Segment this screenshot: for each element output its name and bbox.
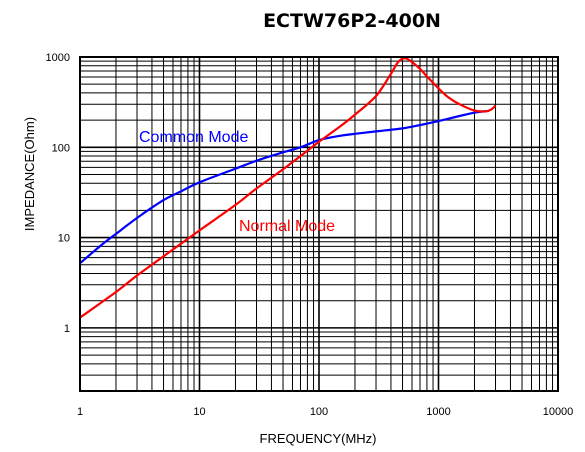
- y-tick-labels: 1 10 100 1000: [46, 52, 70, 335]
- y-tick-label: 1: [64, 323, 70, 335]
- x-tick-label: 100: [310, 406, 328, 418]
- y-tick-label: 100: [52, 142, 70, 154]
- normal-mode-line: [79, 57, 497, 319]
- common-mode-label: Common Mode: [139, 129, 248, 146]
- y-axis-label: IMPEDANCE(Ohm): [22, 117, 37, 231]
- x-tick-label: 1: [77, 406, 83, 418]
- y-tick-label: 1000: [46, 52, 70, 64]
- x-axis-label: FREQUENCY(MHz): [260, 431, 377, 446]
- normal-mode-label: Normal Mode: [239, 218, 335, 235]
- x-tick-label: 10: [193, 406, 205, 418]
- common-mode-line: [79, 110, 487, 265]
- x-tick-label: 10000: [543, 406, 574, 418]
- x-tick-labels: 1 10 100 1000 10000: [77, 406, 573, 418]
- x-tick-label: 1000: [426, 406, 450, 418]
- series-lines: [79, 57, 497, 319]
- y-tick-label: 10: [58, 233, 70, 245]
- plot-frame: [79, 56, 559, 392]
- grid: [80, 57, 558, 391]
- chart-title: ECTW76P2-400N: [263, 10, 441, 32]
